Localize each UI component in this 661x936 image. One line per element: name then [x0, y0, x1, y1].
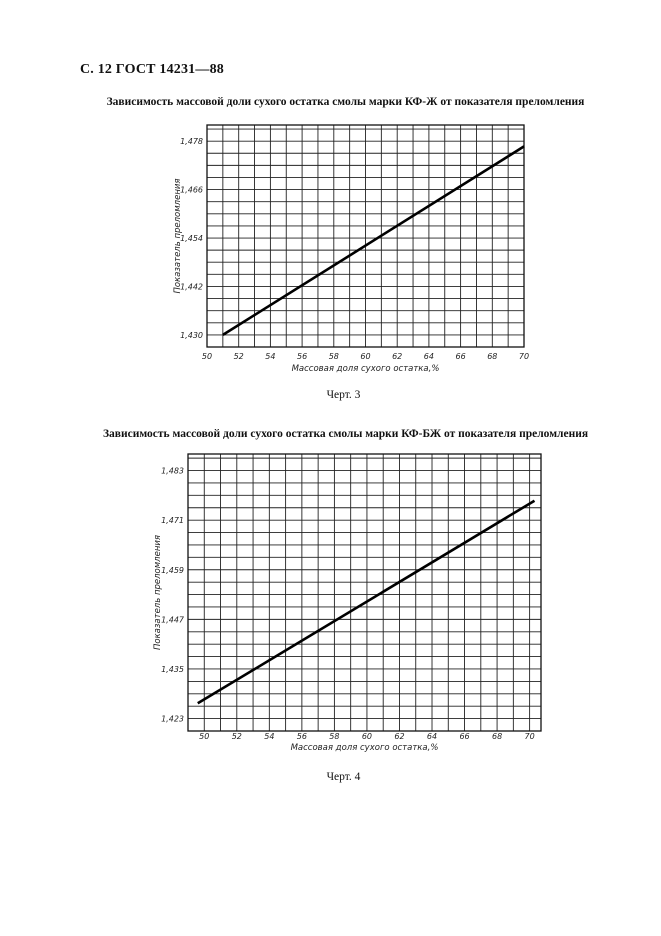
x-axis-label: Массовая доля сухого остатка,% — [291, 743, 439, 753]
grid — [188, 454, 541, 731]
y-axis-label: Показатель преломления — [173, 178, 183, 293]
x-tick-label: 58 — [329, 352, 339, 361]
x-tick-label: 68 — [487, 352, 497, 361]
y-tick-label: 1,483 — [161, 467, 184, 476]
x-tick-label: 50 — [199, 732, 209, 741]
page-header: С. 12 ГОСТ 14231—88 — [80, 62, 224, 77]
y-tick-label: 1,454 — [180, 234, 203, 243]
x-tick-label: 52 — [232, 732, 242, 741]
x-tick-label: 66 — [456, 352, 466, 361]
x-tick-label: 66 — [459, 732, 469, 741]
y-axis-label: Показатель преломления — [153, 535, 163, 650]
plot-frame — [206, 124, 525, 348]
y-tick-label: 1,435 — [161, 665, 184, 674]
chart-2: 50 52 54 56 58 60 62 64 66 68 70 1,423 1,435 1,447 1,4… — [153, 453, 542, 753]
grid — [207, 125, 524, 347]
y-tick-label: 1,466 — [180, 186, 203, 195]
x-tick-label: 58 — [329, 732, 339, 741]
y-tick-label: 1,423 — [161, 715, 184, 724]
x-tick-label: 62 — [392, 352, 402, 361]
x-tick-label: 56 — [297, 352, 307, 361]
y-tick-label: 1,459 — [161, 566, 184, 575]
y-tick-label: 1,478 — [180, 137, 203, 146]
chart-title-2: Зависимость массовой доли сухого остатка… — [102, 428, 589, 440]
chart-title-1: Зависимость массовой доли сухого остатка… — [106, 96, 585, 108]
x-axis-label: Массовая доля сухого остатка,% — [292, 364, 440, 374]
plot-frame — [187, 453, 542, 732]
x-tick-label: 70 — [525, 732, 535, 741]
series-line — [222, 145, 525, 336]
y-tick-label: 1,471 — [161, 516, 184, 525]
x-tick-label: 62 — [394, 732, 404, 741]
x-tick-label: 54 — [265, 352, 275, 361]
x-tick-label: 50 — [202, 352, 212, 361]
chart-1: 50 52 54 56 58 60 62 64 66 68 70 1,430 1,442 1,454 1,4… — [173, 124, 529, 374]
x-tick-label: 60 — [360, 352, 370, 361]
y-tick-label: 1,442 — [180, 282, 203, 291]
x-tick-label: 64 — [427, 732, 437, 741]
x-tick-label: 68 — [492, 732, 502, 741]
y-tick-label: 1,447 — [161, 615, 185, 624]
x-tick-label: 54 — [264, 732, 274, 741]
series-line — [197, 499, 536, 705]
x-tick-label: 70 — [519, 352, 529, 361]
x-tick-label: 56 — [297, 732, 307, 741]
y-tick-label: 1,430 — [180, 331, 203, 340]
x-tick-label: 64 — [424, 352, 434, 361]
x-tick-label: 52 — [234, 352, 244, 361]
chart-caption-2: Черт. 4 — [326, 771, 361, 783]
chart-caption-1: Черт. 3 — [326, 389, 361, 401]
x-tick-label: 60 — [362, 732, 372, 741]
